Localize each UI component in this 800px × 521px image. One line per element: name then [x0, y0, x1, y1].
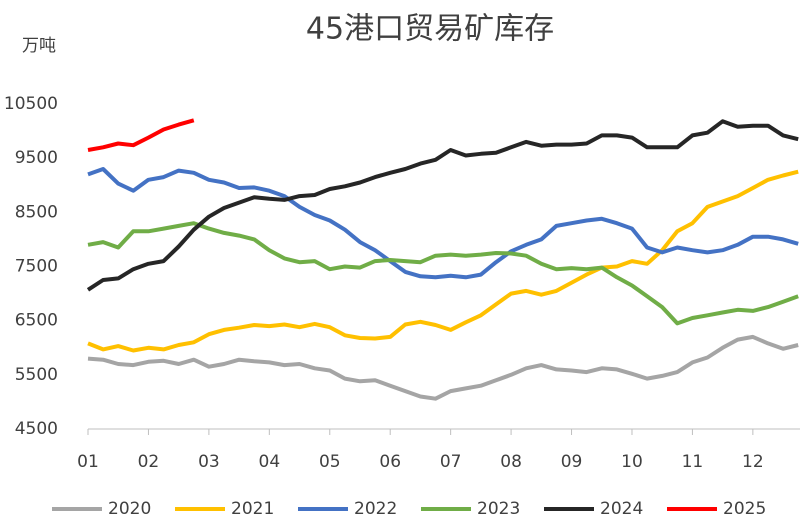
- x-tick-label: 07: [440, 452, 462, 472]
- series-line: [87, 169, 799, 353]
- y-unit: 万吨: [22, 36, 56, 56]
- x-tick-label: 09: [561, 452, 583, 472]
- y-tick-label: 10500: [4, 94, 58, 114]
- legend-label: 2023: [477, 499, 520, 519]
- x-tick-label: 12: [742, 452, 764, 472]
- legend-label: 2021: [231, 499, 274, 519]
- y-tick-label: 6500: [15, 311, 58, 331]
- x-tick-label: 01: [77, 452, 99, 472]
- x-tick-label: 08: [500, 452, 522, 472]
- legend-label: 2025: [723, 499, 766, 519]
- x-tick-label: 11: [682, 452, 704, 472]
- y-tick-label: 8500: [15, 202, 58, 222]
- legend-label: 2024: [600, 499, 643, 519]
- series-line: [87, 221, 799, 326]
- legend-label: 2020: [108, 499, 151, 519]
- y-tick-label: 7500: [15, 257, 58, 277]
- x-tick-label: 03: [198, 452, 220, 472]
- x-tick-label: 02: [138, 452, 160, 472]
- x-tick-label: 05: [319, 452, 341, 472]
- y-tick-label: 5500: [15, 365, 58, 385]
- series-line: [86, 119, 799, 292]
- y-tick-label: 9500: [15, 148, 58, 168]
- x-tick-label: 04: [259, 452, 281, 472]
- series-line: [87, 334, 799, 401]
- chart-title: 45港口贸易矿库存: [306, 12, 554, 47]
- legend-label: 2022: [354, 499, 397, 519]
- series-line: [87, 167, 799, 280]
- y-tick-label: 4500: [15, 419, 58, 439]
- x-tick-label: 10: [621, 452, 643, 472]
- x-tick-label: 06: [379, 452, 401, 472]
- series-line: [87, 118, 195, 152]
